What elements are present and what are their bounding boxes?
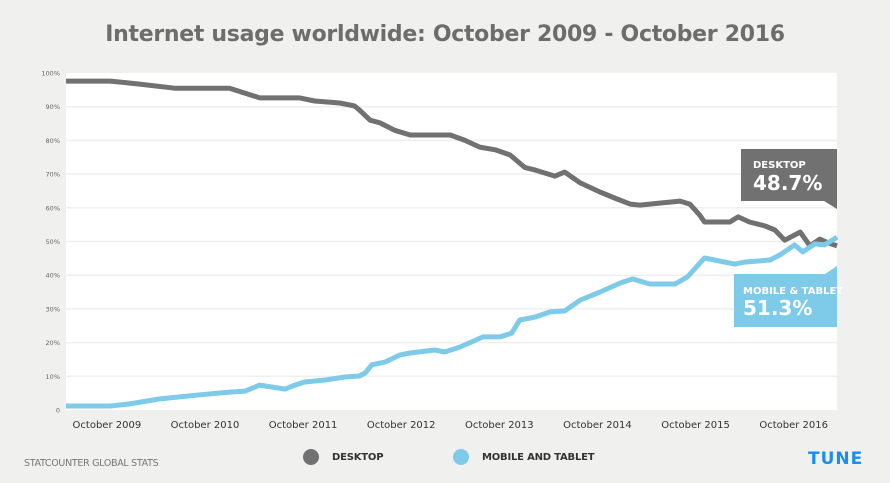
y-tick-label: 70%: [46, 171, 60, 179]
desktop-callout-value: 48.7%: [753, 171, 822, 195]
series-lines: [66, 78, 839, 409]
y-tick-label: 100%: [41, 70, 60, 78]
desktop-series-line: [66, 78, 838, 249]
mobile-callout-value: 51.3%: [743, 296, 812, 320]
x-tick-label: October 2015: [661, 420, 730, 431]
callouts: DESKTOP 48.7% MOBILE & TABLET 51.3%: [734, 149, 843, 327]
legend-label-desktop: DESKTOP: [332, 451, 384, 463]
y-tick-label: 40%: [46, 272, 60, 280]
desktop-callout: DESKTOP 48.7%: [741, 149, 837, 209]
x-tick-label: October 2013: [465, 420, 534, 431]
x-tick-label: October 2009: [73, 420, 142, 431]
y-tick-label: 80%: [46, 137, 60, 145]
desktop-callout-box: [741, 149, 837, 209]
y-tick-label: 30%: [46, 305, 60, 313]
mobile-callout: MOBILE & TABLET 51.3%: [734, 266, 843, 327]
gridlines: [66, 105, 837, 378]
mobile-legend-dot-icon: [453, 449, 469, 465]
y-tick-label: 60%: [46, 204, 60, 212]
legend-item-desktop: DESKTOP: [303, 449, 384, 465]
x-tick-label: October 2016: [759, 420, 828, 431]
tune-logo: TUNE: [808, 449, 864, 469]
x-tick-label: October 2010: [171, 420, 240, 431]
y-tick-label: 50%: [46, 238, 60, 246]
y-tick-label: 10%: [46, 373, 60, 381]
x-tick-label: October 2012: [367, 420, 436, 431]
x-tick-label: October 2014: [563, 420, 632, 431]
x-axis-ticks: October 2009 October 2010 October 2011 Octo…: [73, 420, 828, 431]
legend-label-mobile: MOBILE AND TABLET: [482, 451, 595, 463]
mobile-callout-label: MOBILE & TABLET: [743, 286, 843, 297]
mobile-series-line: [66, 234, 839, 409]
y-tick-label: 0: [56, 407, 60, 415]
desktop-legend-dot-icon: [303, 449, 319, 465]
legend-item-mobile: MOBILE AND TABLET: [453, 449, 595, 465]
y-axis-ticks: 0 10% 20% 30% 40% 50% 60% 70% 80% 90% 100%: [41, 70, 60, 415]
x-tick-label: October 2011: [269, 420, 338, 431]
y-tick-label: 90%: [46, 103, 60, 111]
source-credit: STATCOUNTER GLOBAL STATS: [24, 458, 159, 469]
desktop-callout-label: DESKTOP: [753, 160, 806, 171]
y-tick-label: 20%: [46, 339, 60, 347]
chart-title: Internet usage worldwide: October 2009 -…: [105, 22, 785, 47]
mobile-callout-box: [734, 266, 837, 327]
